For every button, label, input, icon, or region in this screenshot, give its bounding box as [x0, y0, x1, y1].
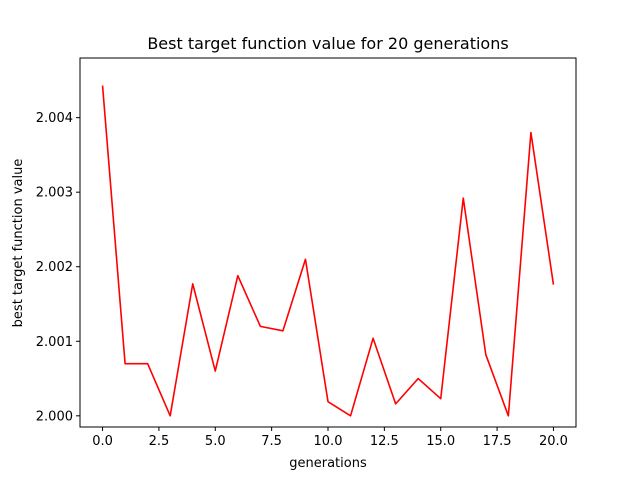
series-line-0	[101, 85, 555, 417]
x-tick-label: 10.0	[314, 434, 343, 449]
chart-title: Best target function value for 20 genera…	[147, 34, 508, 53]
y-axis-label: best target function value	[11, 159, 26, 328]
x-tick-label: 0.0	[92, 434, 113, 449]
x-axis: 0.0 2.5 5.0 7.5 10.0 12.5 15.0 17.5 20.0	[92, 427, 568, 449]
x-tick-label: 20.0	[539, 434, 568, 449]
y-axis: 2.000 2.001 2.002 2.003 2.004	[36, 111, 80, 424]
x-tick-label: 5.0	[205, 434, 226, 449]
y-tick-label: 2.003	[36, 186, 73, 201]
x-tick-label: 12.5	[370, 434, 399, 449]
x-tick-label: 2.5	[149, 434, 170, 449]
x-tick-label: 7.5	[261, 434, 282, 449]
x-tick-label: 17.5	[483, 434, 512, 449]
x-axis-label: generations	[289, 456, 367, 471]
y-tick-label: 2.004	[36, 111, 73, 126]
y-tick-label: 2.000	[36, 409, 73, 424]
x-tick-label: 15.0	[426, 434, 455, 449]
y-tick-label: 2.002	[36, 260, 73, 275]
y-tick-label: 2.001	[36, 335, 73, 350]
